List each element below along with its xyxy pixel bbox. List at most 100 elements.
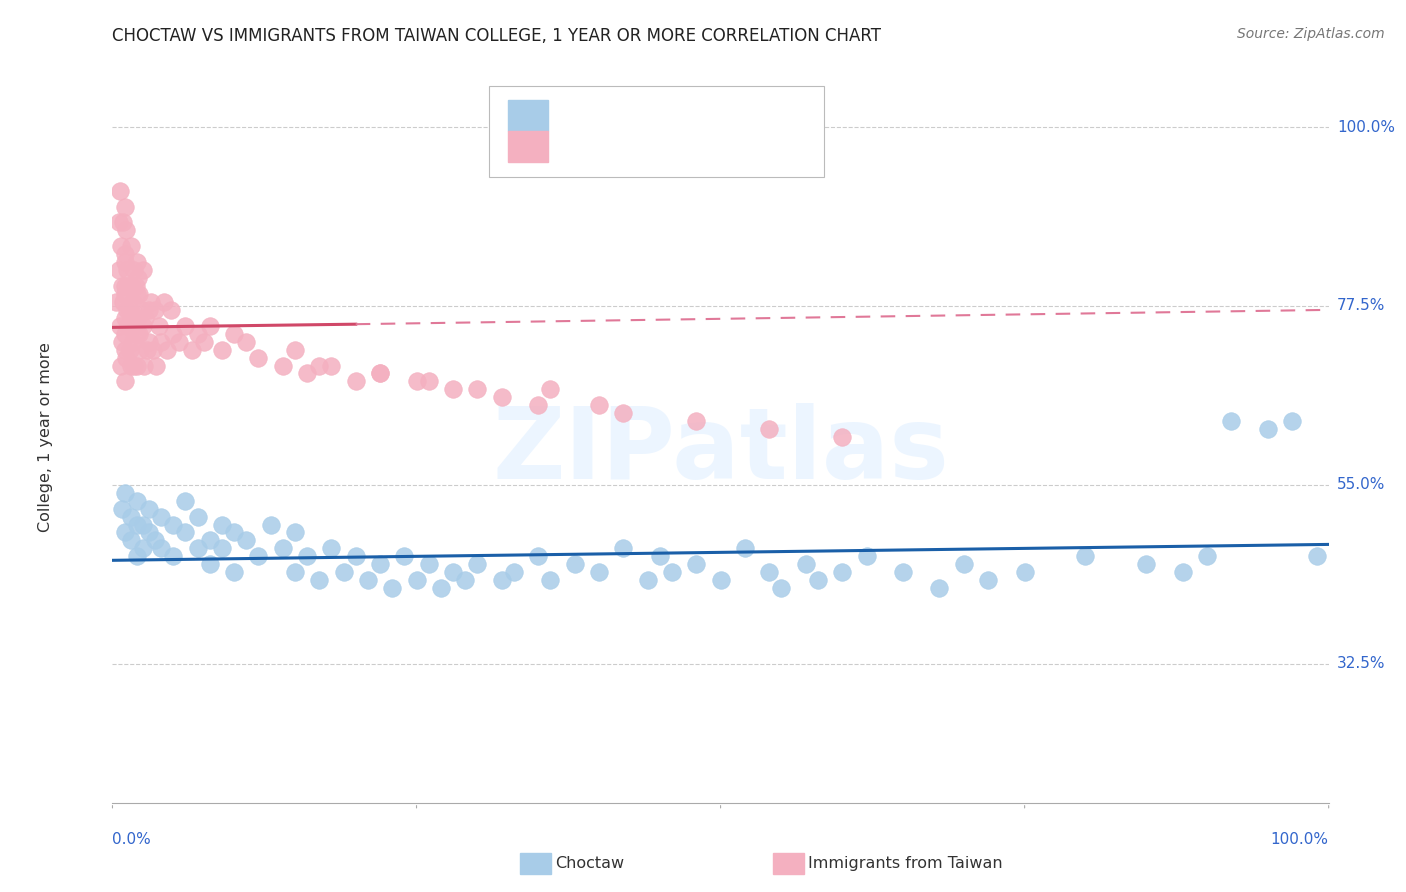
Point bbox=[193, 334, 215, 349]
Point bbox=[405, 375, 427, 389]
Point bbox=[758, 422, 780, 436]
Point bbox=[124, 263, 146, 277]
Point bbox=[685, 414, 707, 428]
Point bbox=[1281, 414, 1303, 428]
Point bbox=[1220, 414, 1243, 428]
Point bbox=[1074, 549, 1097, 564]
Text: 100.0%: 100.0% bbox=[1271, 832, 1329, 847]
Point bbox=[142, 343, 165, 357]
Point bbox=[1305, 549, 1327, 564]
Point bbox=[169, 334, 191, 349]
Point bbox=[138, 302, 160, 317]
Point bbox=[162, 549, 184, 564]
Point bbox=[222, 566, 246, 580]
Point bbox=[465, 383, 489, 397]
Point bbox=[491, 573, 513, 587]
Point bbox=[125, 493, 148, 508]
Point bbox=[117, 318, 139, 333]
Point bbox=[368, 367, 391, 381]
Text: N = 80: N = 80 bbox=[688, 106, 748, 124]
Point bbox=[115, 263, 138, 277]
Text: Choctaw: Choctaw bbox=[555, 856, 624, 871]
Point bbox=[114, 525, 136, 540]
Point bbox=[357, 573, 380, 587]
Point bbox=[637, 573, 659, 587]
Point bbox=[121, 318, 143, 333]
Point bbox=[295, 367, 318, 381]
Point bbox=[127, 271, 149, 285]
Point bbox=[308, 573, 330, 587]
Point bbox=[344, 375, 367, 389]
Point bbox=[538, 383, 561, 397]
Point bbox=[118, 343, 141, 357]
Point bbox=[953, 558, 976, 572]
Point bbox=[1195, 549, 1218, 564]
Point bbox=[284, 566, 307, 580]
Point bbox=[132, 541, 155, 556]
FancyBboxPatch shape bbox=[489, 86, 824, 178]
Text: R = 0.041: R = 0.041 bbox=[562, 106, 650, 124]
Point bbox=[527, 549, 550, 564]
Point bbox=[122, 294, 145, 309]
Point bbox=[138, 501, 160, 516]
Point bbox=[891, 566, 914, 580]
Text: 100.0%: 100.0% bbox=[1337, 120, 1395, 135]
Text: College, 1 year or more: College, 1 year or more bbox=[38, 343, 53, 532]
Point bbox=[124, 359, 146, 373]
Point bbox=[145, 359, 167, 373]
Point bbox=[381, 581, 404, 595]
Point bbox=[368, 558, 391, 572]
Point bbox=[441, 566, 464, 580]
Point bbox=[198, 533, 221, 548]
Point bbox=[124, 279, 146, 293]
Point bbox=[198, 558, 221, 572]
Point bbox=[187, 541, 209, 556]
Point bbox=[132, 263, 155, 277]
Point bbox=[648, 549, 671, 564]
Point bbox=[174, 493, 197, 508]
Text: CHOCTAW VS IMMIGRANTS FROM TAIWAN COLLEGE, 1 YEAR OR MORE CORRELATION CHART: CHOCTAW VS IMMIGRANTS FROM TAIWAN COLLEG… bbox=[112, 27, 882, 45]
Point bbox=[132, 359, 155, 373]
Point bbox=[831, 566, 853, 580]
Point bbox=[685, 558, 707, 572]
Point bbox=[120, 509, 142, 524]
Point bbox=[502, 566, 524, 580]
Text: R = 0.018: R = 0.018 bbox=[562, 137, 650, 156]
Point bbox=[198, 318, 221, 333]
Point bbox=[770, 581, 793, 595]
Point bbox=[928, 581, 950, 595]
Text: 32.5%: 32.5% bbox=[1337, 657, 1385, 671]
Point bbox=[110, 239, 132, 253]
Point bbox=[112, 294, 135, 309]
Point bbox=[588, 398, 610, 412]
Point bbox=[661, 566, 683, 580]
Point bbox=[344, 549, 367, 564]
Point bbox=[308, 359, 330, 373]
Text: Immigrants from Taiwan: Immigrants from Taiwan bbox=[808, 856, 1002, 871]
Point bbox=[831, 430, 853, 444]
Point bbox=[394, 549, 416, 564]
Point bbox=[321, 541, 343, 556]
Point bbox=[588, 566, 610, 580]
Point bbox=[114, 247, 136, 261]
Point bbox=[977, 573, 1000, 587]
Point bbox=[368, 367, 391, 381]
Point bbox=[211, 541, 233, 556]
Point bbox=[105, 294, 128, 309]
Point bbox=[132, 318, 155, 333]
Point bbox=[148, 318, 170, 333]
Text: ZIPatlas: ZIPatlas bbox=[492, 403, 949, 500]
Point bbox=[180, 343, 202, 357]
Point bbox=[127, 310, 149, 325]
Point bbox=[222, 326, 246, 341]
Point bbox=[128, 326, 150, 341]
Point bbox=[114, 375, 136, 389]
Point bbox=[491, 390, 513, 404]
Point bbox=[125, 549, 148, 564]
Point bbox=[321, 359, 343, 373]
Point bbox=[141, 294, 163, 309]
Point bbox=[758, 566, 780, 580]
Point bbox=[612, 406, 634, 420]
Text: 55.0%: 55.0% bbox=[1337, 477, 1385, 492]
Point bbox=[1257, 422, 1279, 436]
